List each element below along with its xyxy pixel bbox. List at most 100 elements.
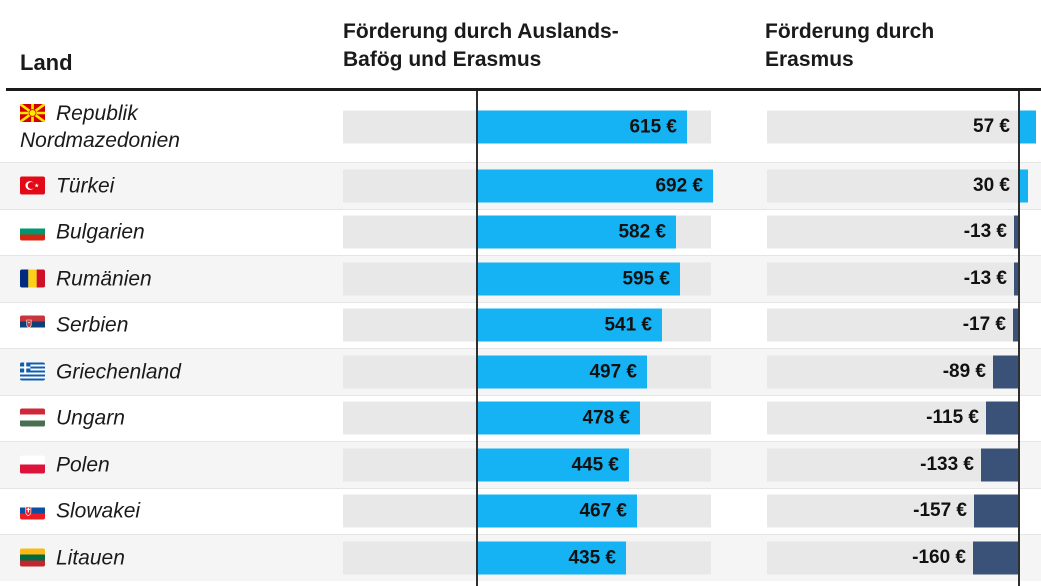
bar-track	[767, 215, 1018, 249]
country-label: Türkei	[56, 174, 115, 198]
cell-auslandsbafoeg-erasmus: 595 €	[343, 256, 711, 302]
table-row: Polen 445 € -133 €	[0, 441, 1041, 488]
country-cell: Türkei	[20, 172, 265, 199]
value-label: 595 €	[622, 268, 670, 290]
flag-north-macedonia-icon	[20, 103, 45, 122]
bar-erasmus	[1014, 215, 1018, 249]
table-row: Bulgarien 582 € -13 €	[0, 208, 1041, 256]
bar-erasmus	[973, 541, 1018, 575]
bar-auslandsbafoeg-erasmus: 445 €	[478, 448, 629, 482]
bar-erasmus	[981, 448, 1018, 482]
country-label: Polen	[56, 453, 110, 477]
value-label: 541 €	[604, 314, 652, 336]
flag-lithuania-icon	[20, 548, 45, 567]
cell-auslandsbafoeg-erasmus: 692 €	[343, 163, 713, 209]
bar-track	[767, 169, 1018, 203]
cell-erasmus: -89 €	[767, 349, 1041, 395]
cell-erasmus: -17 €	[767, 303, 1041, 349]
table-row: Slowakei 467 € -157 €	[0, 487, 1041, 535]
country-cell: Serbien	[20, 312, 265, 339]
bar-auslandsbafoeg-erasmus: 497 €	[478, 355, 647, 389]
country-label: Rumänien	[56, 267, 152, 291]
table-row: Republik Nordmazedonien 615 € 57 €	[0, 91, 1041, 162]
value-label: -115 €	[926, 407, 979, 429]
cell-erasmus: 30 €	[767, 163, 1041, 209]
value-label: 30 €	[973, 174, 1010, 196]
country-cell: Polen	[20, 451, 265, 478]
bar-auslandsbafoeg-erasmus: 595 €	[478, 262, 680, 296]
table-row: Serbien 541 € -17 €	[0, 301, 1041, 349]
cell-erasmus: -133 €	[767, 442, 1041, 488]
cell-auslandsbafoeg-erasmus: 582 €	[343, 210, 711, 256]
country-label: Griechenland	[56, 360, 181, 384]
flag-serbia-icon	[20, 315, 45, 334]
table-row: Rumänien 595 € -13 €	[0, 255, 1041, 302]
bar-track	[767, 262, 1018, 296]
flag-greece-icon	[20, 362, 45, 381]
cell-erasmus: -157 €	[767, 489, 1041, 535]
table-row: Ungarn 478 € -115 €	[0, 394, 1041, 442]
bar-erasmus	[1014, 262, 1018, 296]
header-divider-line	[6, 88, 1041, 91]
country-cell: Litauen	[20, 544, 265, 571]
table-row: Griechenland 497 € -89 €	[0, 348, 1041, 395]
value-label: 445 €	[571, 454, 619, 476]
cell-auslandsbafoeg-erasmus: 445 €	[343, 442, 711, 488]
column-header-line: Erasmus	[765, 48, 854, 71]
value-label: -13 €	[963, 221, 1007, 243]
bar-erasmus	[1013, 308, 1018, 342]
flag-hungary-icon	[20, 408, 45, 427]
value-label: 467 €	[579, 500, 627, 522]
country-cell: Rumänien	[20, 265, 265, 292]
bar-erasmus	[1020, 169, 1028, 203]
bar-erasmus	[993, 355, 1018, 389]
country-label: Republik Nordmazedonien	[20, 101, 180, 152]
cell-erasmus: -160 €	[767, 535, 1041, 581]
country-cell: Griechenland	[20, 358, 265, 385]
country-cell: Ungarn	[20, 405, 265, 432]
flag-romania-icon	[20, 269, 45, 288]
value-label: -13 €	[963, 267, 1007, 289]
bar-track	[767, 355, 1018, 389]
bar-track	[767, 401, 1018, 435]
bar-auslandsbafoeg-erasmus: 467 €	[478, 494, 637, 528]
zero-axis-line-erasmus	[1018, 91, 1020, 586]
value-label: -133 €	[920, 453, 974, 475]
column-header-erasmus: Förderung durch Erasmus	[765, 18, 1035, 74]
bar-auslandsbafoeg-erasmus: 615 €	[478, 110, 687, 143]
cell-auslandsbafoeg-erasmus: 435 €	[343, 535, 711, 581]
cell-auslandsbafoeg-erasmus: 497 €	[343, 349, 711, 395]
cell-auslandsbafoeg-erasmus: 478 €	[343, 396, 711, 442]
column-header-line: Förderung durch Auslands-	[343, 20, 619, 43]
value-label: 582 €	[618, 221, 666, 243]
column-header-land: Land	[20, 50, 73, 75]
bar-track	[767, 110, 1018, 143]
country-cell: Bulgarien	[20, 219, 265, 246]
bar-track	[767, 308, 1018, 342]
flag-bulgaria-icon	[20, 222, 45, 241]
bar-erasmus	[986, 401, 1018, 435]
flag-slovakia-icon	[20, 501, 45, 520]
flag-turkey-icon	[20, 176, 45, 195]
cell-erasmus: -115 €	[767, 396, 1041, 442]
bar-auslandsbafoeg-erasmus: 478 €	[478, 401, 640, 435]
bar-erasmus	[1020, 110, 1036, 143]
bar-auslandsbafoeg-erasmus: 541 €	[478, 308, 662, 342]
column-header-line: Bafög und Erasmus	[343, 48, 542, 71]
value-label: 57 €	[973, 115, 1010, 137]
cell-auslandsbafoeg-erasmus: 467 €	[343, 489, 711, 535]
country-label: Litauen	[56, 546, 125, 570]
value-label: 435 €	[568, 547, 616, 569]
value-label: -160 €	[912, 546, 966, 568]
country-cell: Republik Nordmazedonien	[20, 100, 265, 154]
country-label: Ungarn	[56, 406, 125, 430]
country-cell: Slowakei	[20, 498, 265, 525]
bar-auslandsbafoeg-erasmus: 692 €	[478, 169, 713, 203]
bar-auslandsbafoeg-erasmus: 435 €	[478, 541, 626, 575]
bar-track	[767, 448, 1018, 482]
column-header-line: Förderung durch	[765, 20, 935, 43]
table-row: Litauen 435 € -160 €	[0, 534, 1041, 581]
cell-auslandsbafoeg-erasmus: 615 €	[343, 91, 711, 162]
table-rows: Republik Nordmazedonien 615 € 57 € Türkei 69…	[0, 91, 1041, 581]
value-label: -17 €	[962, 314, 1006, 336]
